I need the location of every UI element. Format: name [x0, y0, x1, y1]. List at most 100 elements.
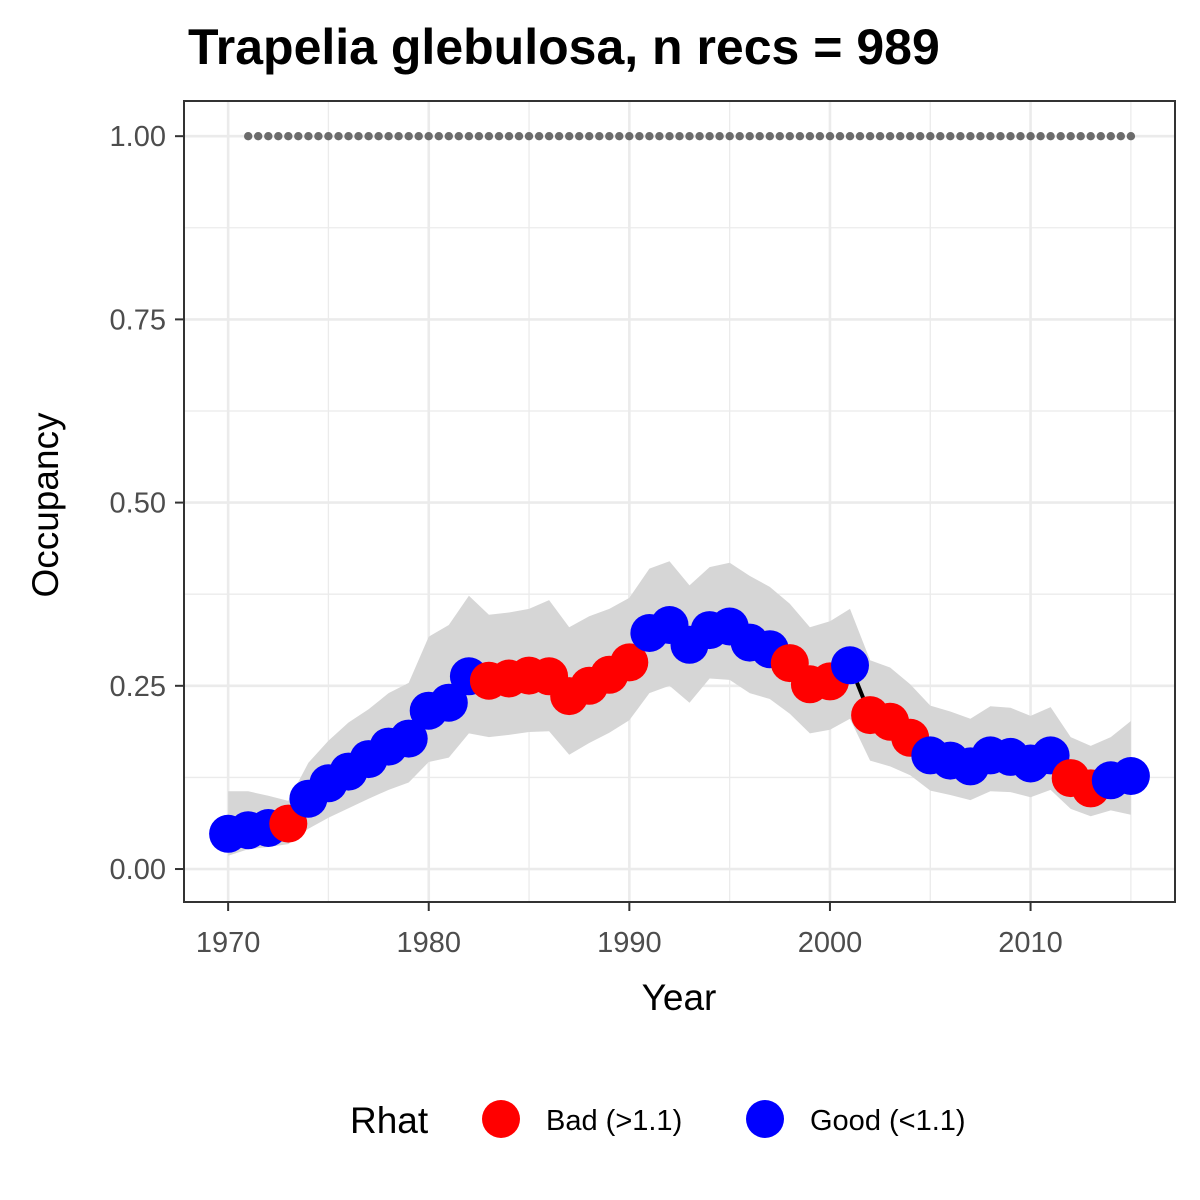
confidence-ribbon-layer [228, 561, 1131, 856]
reference-dot [264, 132, 273, 141]
reference-dot [885, 132, 895, 141]
reference-dot [1096, 132, 1106, 141]
x-tick-label: 2000 [798, 927, 863, 959]
legend-label-good: Good (<1.1) [810, 1105, 966, 1137]
reference-dot [494, 132, 504, 141]
reference-dot [585, 132, 594, 141]
reference-dot [705, 132, 714, 141]
reference-dot [865, 132, 875, 141]
reference-dot [685, 132, 694, 141]
reference-dot [595, 132, 604, 141]
reference-dot [424, 132, 433, 141]
reference-dot [304, 132, 313, 141]
reference-dot [344, 132, 353, 141]
y-tick-label: 1.00 [110, 121, 166, 153]
reference-dot [284, 132, 293, 141]
reference-dot [334, 132, 343, 141]
reference-dot [645, 132, 654, 141]
y-axis: 0.00 0.25 0.50 0.75 1.00 [110, 121, 184, 886]
reference-dot [855, 132, 865, 141]
reference-dot [565, 132, 574, 141]
reference-dot [695, 132, 704, 141]
reference-dot [474, 132, 484, 141]
reference-dot [1046, 132, 1055, 141]
reference-dot [1026, 132, 1035, 141]
legend-title: Rhat [350, 1100, 429, 1141]
reference-dot [715, 132, 724, 141]
reference-dot [745, 132, 754, 141]
reference-dot [434, 132, 443, 141]
reference-line-layer [244, 132, 1136, 141]
reference-dot [875, 132, 885, 141]
reference-dot [906, 132, 915, 141]
reference-dot [294, 132, 303, 141]
reference-dot [835, 132, 845, 141]
reference-dot [946, 132, 955, 141]
reference-dot [1126, 132, 1136, 141]
reference-dot [544, 132, 554, 141]
legend-label-bad: Bad (>1.1) [546, 1105, 682, 1137]
y-tick-label: 0.75 [110, 304, 166, 336]
reference-dot [1056, 132, 1065, 141]
chart-title: Trapelia glebulosa, n recs = 989 [188, 19, 940, 75]
reference-dot [1086, 132, 1095, 141]
confidence-ribbon [228, 561, 1131, 856]
reference-dot [354, 132, 363, 141]
data-point-good [429, 683, 468, 722]
reference-dot [605, 132, 614, 141]
reference-dot [454, 132, 463, 141]
reference-dot [765, 132, 774, 141]
x-tick-label: 2010 [998, 927, 1063, 959]
reference-dot [635, 132, 644, 141]
legend-key-bad [482, 1100, 520, 1138]
reference-dot [795, 132, 805, 141]
reference-dot [665, 132, 674, 141]
x-axis-title: Year [642, 977, 717, 1018]
reference-dot [324, 132, 333, 141]
reference-dot [625, 132, 634, 141]
reference-dot [464, 132, 474, 141]
reference-dot [1076, 132, 1085, 141]
reference-dot [374, 132, 383, 141]
reference-dot [514, 132, 524, 141]
reference-dot [1016, 132, 1025, 141]
reference-dot [1006, 132, 1015, 141]
y-axis-title: Occupancy [25, 412, 66, 598]
data-point-good [389, 719, 428, 758]
reference-dot [896, 132, 905, 141]
reference-dot [825, 132, 835, 141]
reference-dot [845, 132, 855, 141]
reference-dot [956, 132, 965, 141]
reference-dot [384, 132, 393, 141]
reference-dot [244, 132, 253, 141]
reference-dot [414, 132, 423, 141]
legend: Rhat Bad (>1.1) Good (<1.1) [350, 1100, 966, 1141]
x-tick-label: 1980 [396, 927, 461, 959]
reference-dot [785, 132, 794, 141]
reference-dot [926, 132, 935, 141]
reference-dot [966, 132, 975, 141]
reference-dot [575, 132, 584, 141]
reference-dot [755, 132, 764, 141]
reference-dot [1036, 132, 1045, 141]
reference-dot [404, 132, 413, 141]
reference-dot [775, 132, 784, 141]
reference-dot [916, 132, 925, 141]
plot-panel-border [183, 100, 1176, 903]
x-tick-label: 1990 [597, 927, 662, 959]
reference-dot [815, 132, 825, 141]
reference-dot [394, 132, 403, 141]
reference-dot [444, 132, 453, 141]
reference-dot [805, 132, 815, 141]
reference-dot [675, 132, 684, 141]
y-tick-label: 0.25 [110, 671, 166, 703]
reference-dot [554, 132, 564, 141]
reference-dot [936, 132, 945, 141]
reference-dot [274, 132, 283, 141]
data-point-good [831, 646, 869, 685]
x-tick-label: 1970 [196, 927, 261, 959]
reference-dot [484, 132, 494, 141]
reference-dot [504, 132, 514, 141]
y-tick-label: 0.50 [110, 488, 166, 520]
data-points [209, 606, 1150, 853]
